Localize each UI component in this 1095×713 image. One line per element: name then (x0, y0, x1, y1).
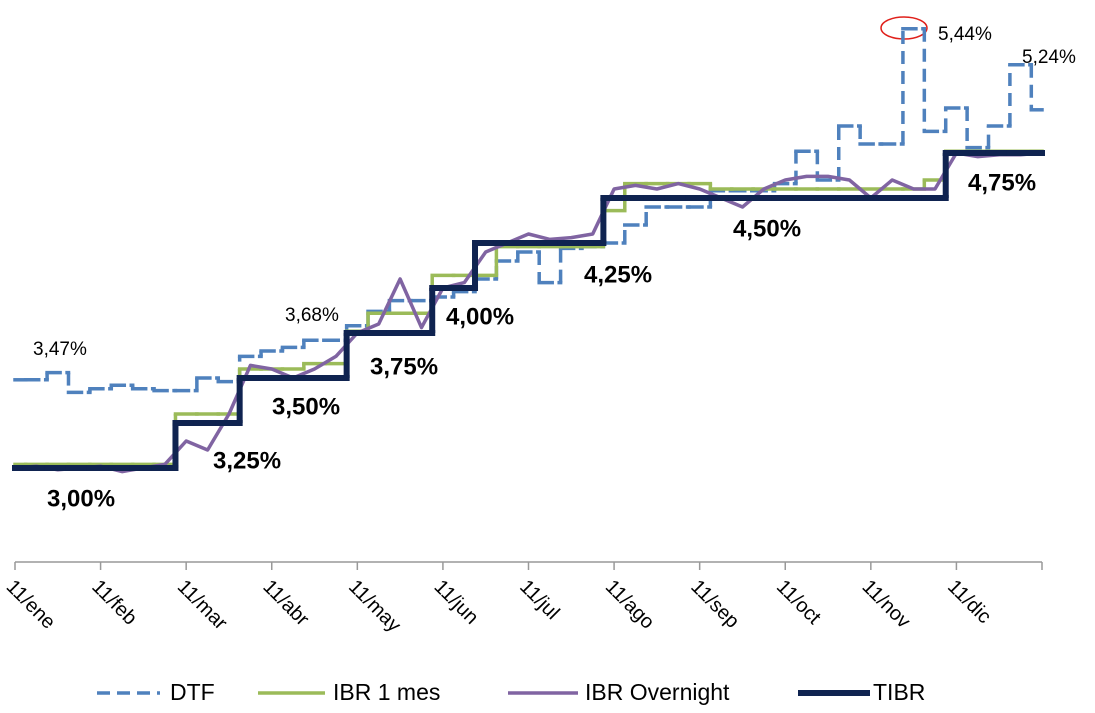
x-tick-label: 11/dic (943, 576, 995, 628)
annotation: 3,50% (272, 393, 340, 420)
legend-label: IBR Overnight (585, 679, 730, 705)
annotation: 3,25% (213, 447, 281, 474)
annotation: 5,24% (1022, 47, 1076, 68)
annotation: 4,75% (968, 169, 1036, 196)
x-tick-label: 11/ene (2, 576, 60, 634)
x-tick-label: 11/sep (686, 576, 743, 633)
annotation: 3,75% (370, 353, 438, 380)
annotation: 3,68% (285, 305, 339, 326)
x-tick-label: 11/ago (601, 576, 659, 634)
x-tick-label: 11/feb (87, 576, 141, 630)
series-0 (13, 27, 1044, 395)
x-tick-label: 11/abr (258, 576, 313, 631)
annotation: 3,47% (33, 339, 87, 360)
legend-label: TIBR (873, 679, 925, 705)
annotation: 5,44% (938, 24, 992, 45)
legend-label: IBR 1 mes (333, 679, 440, 705)
x-tick-label: 11/nov (858, 576, 915, 633)
annotation: 4,25% (584, 261, 652, 288)
series-3 (12, 150, 1045, 471)
x-tick-label: 11/jul (515, 576, 563, 624)
legend-label: DTF (170, 679, 215, 705)
x-tick-label: 11/jun (430, 576, 483, 629)
x-tick-label: 11/may (344, 576, 405, 637)
annotation: 3,00% (47, 485, 115, 512)
x-tick-label: 11/mar (173, 576, 232, 635)
annotation: 4,00% (446, 303, 514, 330)
annotation: 4,50% (733, 215, 801, 242)
x-tick-label: 11/oct (772, 576, 825, 629)
